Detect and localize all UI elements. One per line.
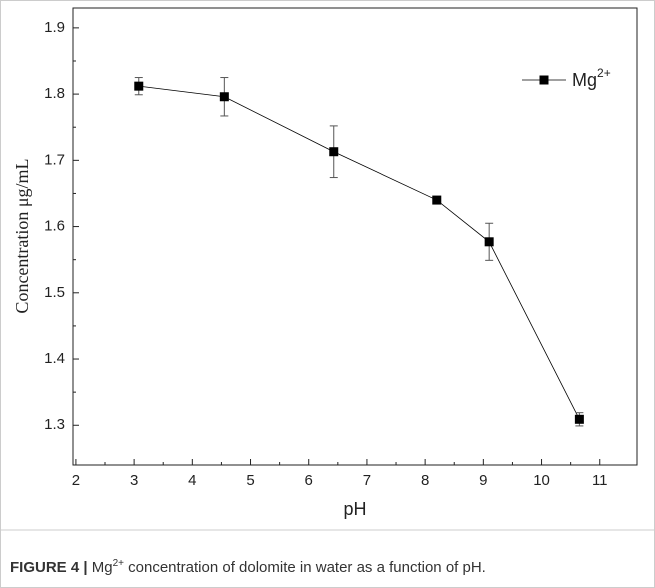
series-line [138,85,580,420]
x-tick-label: 9 [479,472,487,489]
data-point [484,237,494,247]
caption-text: concentration of dolomite in water as a … [123,559,486,576]
data-point [329,147,339,157]
legend-superscript: 2+ [597,66,611,80]
y-tick-label: 1.6 [44,218,65,235]
x-tick-label: 2 [72,472,80,489]
x-tick-label: 6 [305,472,313,489]
x-tick-label: 7 [363,472,371,489]
y-tick-label: 1.9 [44,19,65,36]
caption-label: FIGURE 4 | [10,559,88,576]
y-tick-label: 1.7 [44,151,65,168]
caption-text: Mg [91,559,113,576]
data-point [574,414,584,424]
y-tick-label: 1.3 [44,416,65,433]
y-tick-label: 1.5 [44,284,65,301]
y-tick-label: 1.8 [44,85,65,102]
legend-marker [539,75,549,85]
x-axis-label: pH [343,499,366,519]
x-tick-label: 8 [421,472,429,489]
data-point [134,81,144,91]
x-tick-label: 5 [246,472,254,489]
legend-label: Mg2+ [572,66,611,90]
data-point [432,195,442,205]
x-tick-label: 10 [533,472,550,489]
legend-name: Mg [572,70,597,90]
x-tick-label: 4 [188,472,196,489]
caption-superscript: 2+ [112,558,124,569]
plot-frame [72,7,638,466]
data-point [219,92,229,102]
y-axis-label: Concentration μg/mL [12,158,32,313]
y-tick-label: 1.4 [44,350,65,367]
x-tick-label: 3 [130,472,138,489]
caption: FIGURE 4 | Mg2+ concentration of dolomit… [10,558,486,576]
x-tick-label: 11 [592,472,608,489]
